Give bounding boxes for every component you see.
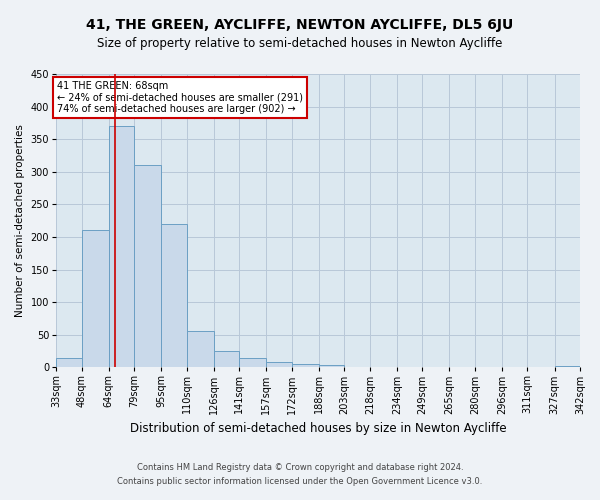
Bar (214, 351, 239, 368)
Bar (187, 332, 214, 368)
Text: Contains HM Land Registry data © Crown copyright and database right 2024.: Contains HM Land Registry data © Crown c… (137, 464, 463, 472)
Bar (109, 126, 134, 368)
Bar (292, 364, 319, 368)
Bar (266, 362, 292, 368)
Text: Size of property relative to semi-detached houses in Newton Aycliffe: Size of property relative to semi-detach… (97, 38, 503, 51)
Bar (82, 230, 109, 368)
Bar (554, 366, 580, 368)
Text: 41, THE GREEN, AYCLIFFE, NEWTON AYCLIFFE, DL5 6JU: 41, THE GREEN, AYCLIFFE, NEWTON AYCLIFFE… (86, 18, 514, 32)
Bar (370, 366, 397, 368)
Bar (134, 166, 161, 368)
Bar (239, 358, 266, 368)
Bar (344, 366, 370, 368)
X-axis label: Distribution of semi-detached houses by size in Newton Aycliffe: Distribution of semi-detached houses by … (130, 422, 506, 435)
Bar (56, 358, 82, 368)
Text: Contains public sector information licensed under the Open Government Licence v3: Contains public sector information licen… (118, 477, 482, 486)
Bar (161, 224, 187, 368)
Text: 41 THE GREEN: 68sqm
← 24% of semi-detached houses are smaller (291)
74% of semi-: 41 THE GREEN: 68sqm ← 24% of semi-detach… (57, 80, 303, 114)
Y-axis label: Number of semi-detached properties: Number of semi-detached properties (15, 124, 25, 317)
Bar (319, 366, 344, 368)
